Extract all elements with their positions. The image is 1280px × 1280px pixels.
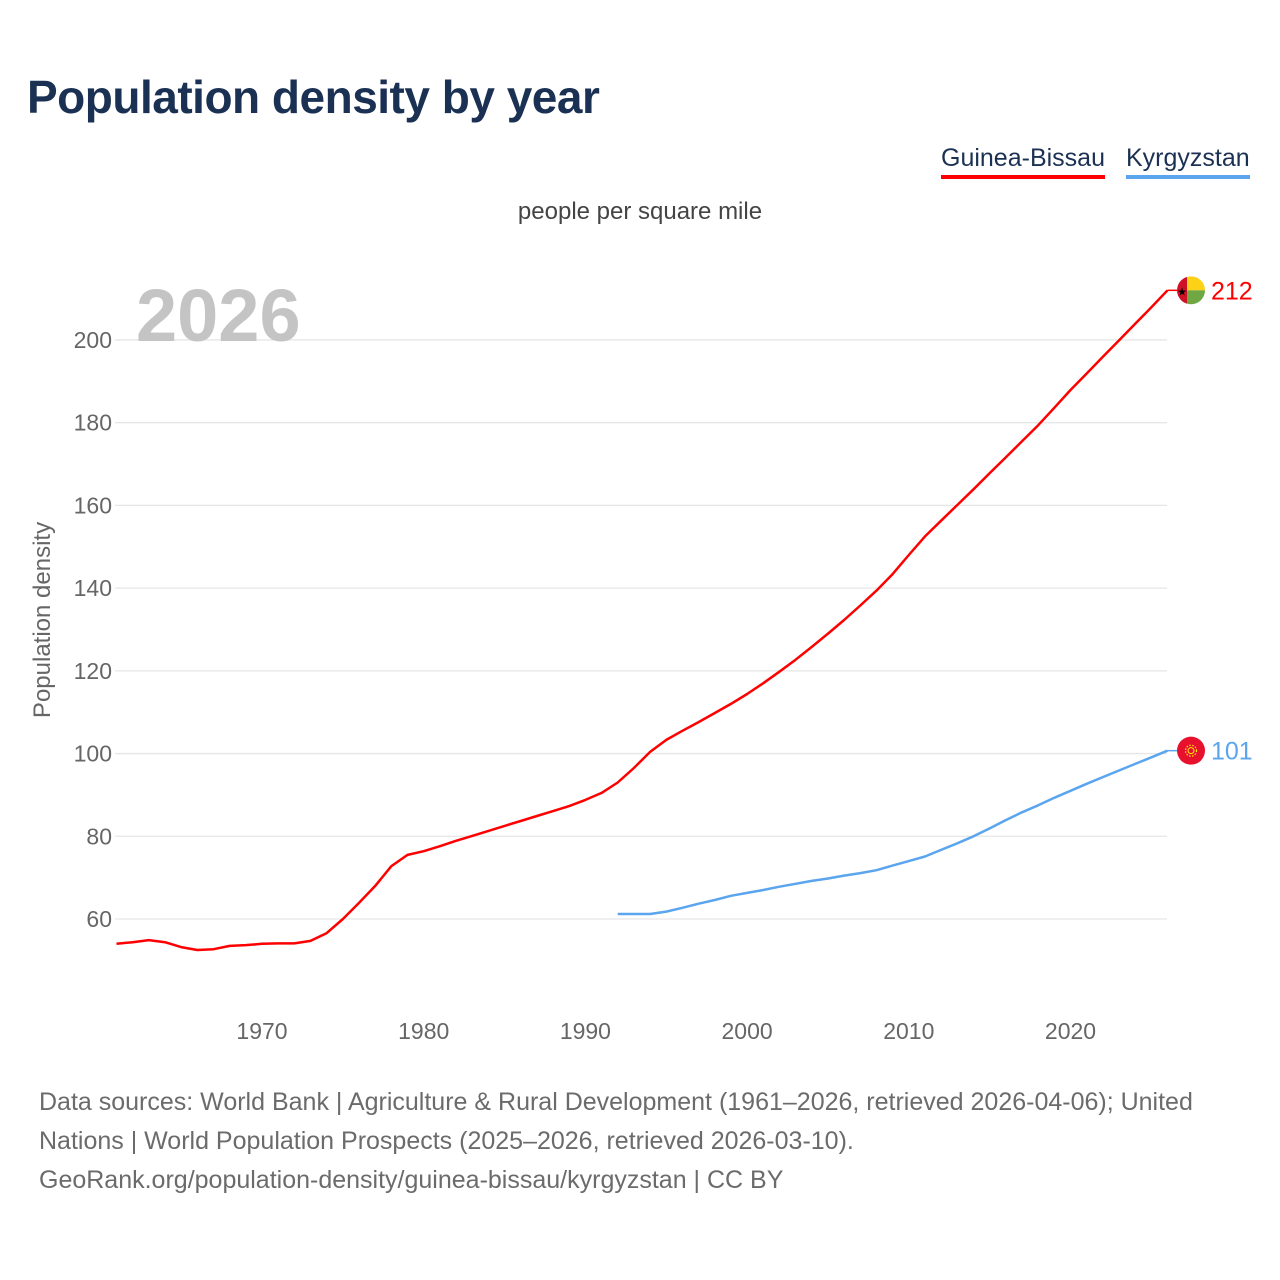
svg-text:★: ★ bbox=[1177, 286, 1187, 298]
y-tick-label: 140 bbox=[74, 575, 112, 601]
end-value-label: 212 bbox=[1211, 277, 1253, 305]
y-tick-label: 120 bbox=[74, 658, 112, 684]
y-tick-label: 80 bbox=[86, 823, 112, 849]
y-tick-label: 100 bbox=[74, 741, 112, 767]
legend-item-guinea-bissau[interactable]: Guinea-Bissau bbox=[941, 144, 1105, 179]
x-tick-label: 1970 bbox=[236, 1018, 287, 1044]
x-tick-label: 1990 bbox=[560, 1018, 611, 1044]
footer-source-text: Data sources: World Bank | Agriculture &… bbox=[39, 1088, 1193, 1155]
chart-title: Population density by year bbox=[27, 71, 600, 123]
x-tick-label: 2010 bbox=[883, 1018, 934, 1044]
line-chart: 60 80 100 120 140 160 180 200 1970 1980 1990 2000 20… bbox=[29, 274, 1253, 1044]
y-tick-label: 200 bbox=[74, 327, 112, 353]
series-line-guinea-bissau bbox=[116, 289, 1169, 952]
series-line-kyrgyzstan bbox=[617, 749, 1168, 916]
year-watermark: 2026 bbox=[136, 274, 301, 357]
y-tick-label: 160 bbox=[74, 492, 112, 518]
guinea-bissau-flag-icon: ★ bbox=[1177, 276, 1205, 305]
kyrgyzstan-flag-icon bbox=[1177, 736, 1205, 765]
end-value-label: 101 bbox=[1211, 738, 1253, 766]
y-tick-label: 60 bbox=[86, 906, 112, 932]
legend-item-kyrgyzstan[interactable]: Kyrgyzstan bbox=[1126, 144, 1250, 179]
x-tick-label: 2020 bbox=[1045, 1018, 1096, 1044]
chart-subtitle: people per square mile bbox=[517, 198, 763, 225]
x-tick-label: 1980 bbox=[398, 1018, 449, 1044]
x-tick-label: 2000 bbox=[722, 1018, 773, 1044]
footer-link[interactable]: GeoRank.org/population-density/guinea-bi… bbox=[39, 1166, 784, 1194]
footer-sources: Data sources: World Bank | Agriculture &… bbox=[39, 1083, 1249, 1200]
y-tick-label: 180 bbox=[74, 410, 112, 436]
y-axis-label: Population density bbox=[29, 522, 56, 718]
